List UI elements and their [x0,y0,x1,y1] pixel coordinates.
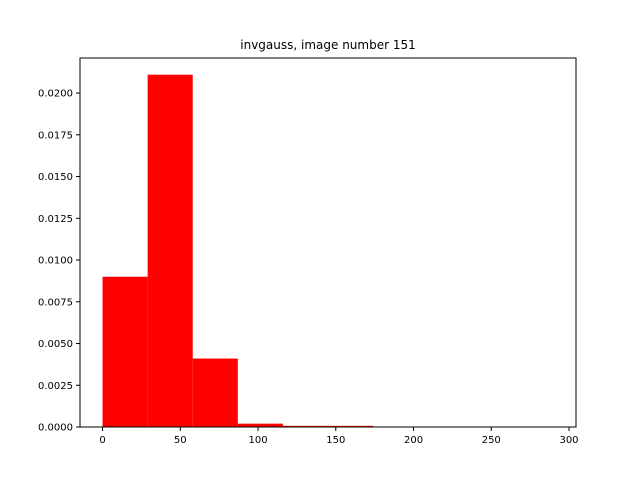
x-tick-label: 100 [248,435,267,446]
histogram-bar [237,423,283,427]
y-tick-label: 0.0050 [38,339,73,350]
x-tick-label: 300 [559,435,578,446]
y-tick-label: 0.0200 [38,89,73,100]
x-tick-label: 200 [404,435,423,446]
y-axis-ticks: 0.0000 0.0025 0.0050 0.0075 0.0100 0.0125 0.01… [38,89,80,434]
y-tick-label: 0.0000 [38,423,73,434]
histogram-bar [328,425,374,427]
chart-title: invgauss, image number 151 [240,38,416,52]
y-tick-label: 0.0150 [38,172,73,183]
histogram-bar [147,74,193,427]
histogram-bar [102,276,148,427]
x-tick-label: 150 [326,435,345,446]
y-tick-label: 0.0125 [38,214,73,225]
bars-group [102,74,374,427]
y-tick-label: 0.0100 [38,256,73,267]
plot-frame [79,57,577,428]
x-tick-label: 0 [99,435,105,446]
y-tick-label: 0.0025 [38,381,73,392]
x-tick-label: 250 [482,435,501,446]
y-tick-label: 0.0175 [38,130,73,141]
x-tick-label: 50 [174,435,187,446]
histogram-bar [192,358,238,427]
histogram-bar [282,425,328,427]
x-axis-ticks: 0 50 100 150 200 250 300 [99,427,579,446]
y-tick-label: 0.0075 [38,297,73,308]
